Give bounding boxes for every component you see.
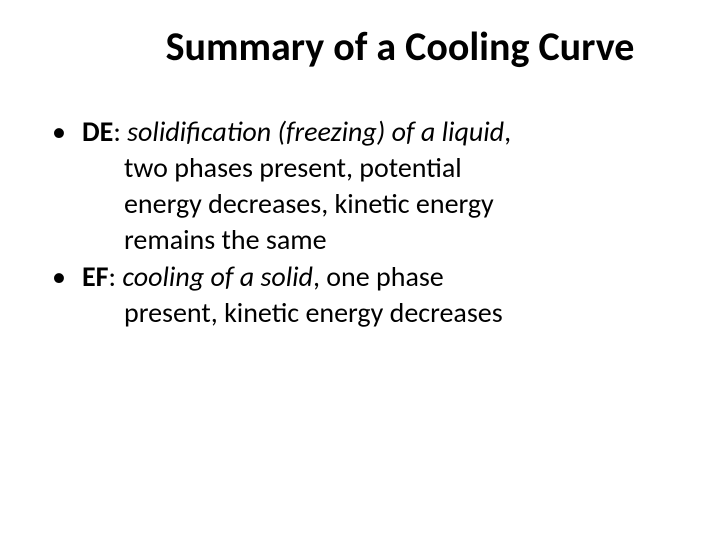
slide-body: • DE: solidification (freezing) of a liq… xyxy=(40,115,680,330)
phase-description: cooling of a solid xyxy=(122,259,313,294)
bullet-continuation: present, kinetic energy decreases xyxy=(124,296,680,330)
segment-label: DE xyxy=(82,114,113,149)
bullet-marker-icon: • xyxy=(48,115,82,149)
segment-label: EF xyxy=(82,259,109,294)
trailing-comma: , xyxy=(504,114,511,149)
label-colon: : xyxy=(113,114,127,149)
bullet-line-1: EF: cooling of a solid, one phase xyxy=(82,260,680,294)
slide-title: Summary of a Cooling Curve xyxy=(120,22,680,71)
bullet-line-1: DE: solidification (freezing) of a liqui… xyxy=(82,115,680,149)
bullet-continuation: energy decreases, kinetic energy xyxy=(124,187,680,221)
slide: Summary of a Cooling Curve • DE: solidif… xyxy=(0,0,720,540)
bullet-marker-icon: • xyxy=(48,260,82,294)
bullet-item: • EF: cooling of a solid, one phase xyxy=(48,260,680,294)
label-colon: : xyxy=(109,259,123,294)
bullet-continuation: two phases present, potential xyxy=(124,151,680,185)
bullet-item: • DE: solidification (freezing) of a liq… xyxy=(48,115,680,149)
phase-description: solidification (freezing) of a liquid xyxy=(127,114,504,149)
bullet-continuation: remains the same xyxy=(124,223,680,257)
tail-text: , one phase xyxy=(313,259,444,294)
